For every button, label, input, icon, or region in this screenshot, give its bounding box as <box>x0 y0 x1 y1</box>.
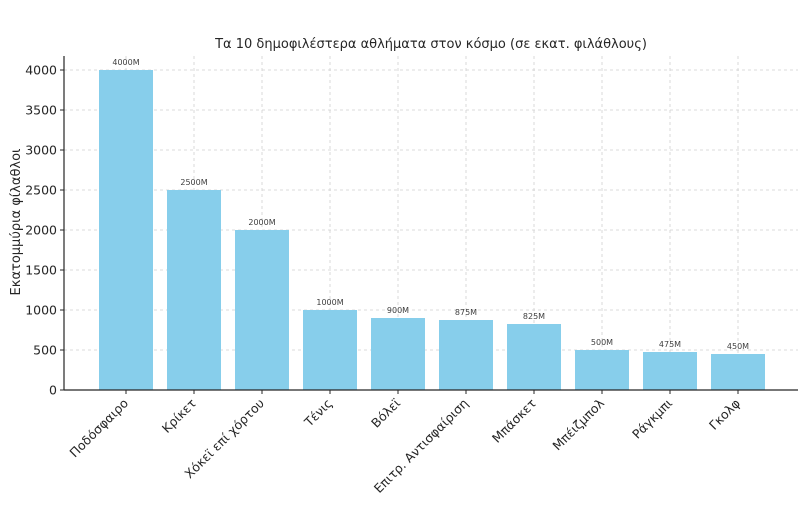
y-tick-label: 1000 <box>25 303 57 318</box>
data-label: 2500M <box>180 178 207 187</box>
data-label: 825M <box>523 312 545 321</box>
y-tick-label: 4000 <box>25 63 57 78</box>
bar <box>371 318 425 390</box>
data-label: 900M <box>387 306 409 315</box>
data-label: 500M <box>591 338 613 347</box>
data-label: 875M <box>455 308 477 317</box>
bars <box>99 70 765 390</box>
x-tick-label: Μπάσκετ <box>489 396 539 446</box>
x-tick-label: Τένις <box>301 396 336 431</box>
data-labels: 4000M 2500M 2000M 1000M 900M 875M 825M 500M 475M… <box>112 58 749 351</box>
x-tick-label: Γκολφ <box>706 396 743 433</box>
x-tick-label: Βόλεϊ <box>368 396 403 431</box>
bar <box>235 230 289 390</box>
y-tick-label: 1500 <box>25 263 57 278</box>
bar <box>711 354 765 390</box>
bar <box>99 70 153 390</box>
axes <box>60 56 798 394</box>
bar <box>507 324 561 390</box>
x-tick-label: Ράγκμπι <box>629 396 675 442</box>
x-tick-label: Μπέιζμπολ <box>549 395 607 453</box>
bar <box>575 350 629 390</box>
data-label: 475M <box>659 340 681 349</box>
y-axis-label: Εκατομμύρια φίλαθλοι <box>9 149 24 296</box>
y-tick-label: 2500 <box>25 183 57 198</box>
data-label: 450M <box>727 342 749 351</box>
bar <box>643 352 697 390</box>
y-tick-label: 0 <box>49 383 57 398</box>
y-tick-labels: 0 500 1000 1500 2000 2500 3000 3500 4000 <box>25 63 57 398</box>
data-label: 4000M <box>112 58 139 67</box>
y-tick-label: 3500 <box>25 103 57 118</box>
chart-title: Τα 10 δημοφιλέστερα αθλήματα στον κόσμο … <box>214 37 647 52</box>
y-tick-label: 3000 <box>25 143 57 158</box>
data-label: 1000M <box>316 298 343 307</box>
data-label: 2000M <box>248 218 275 227</box>
bar <box>167 190 221 390</box>
y-tick-label: 500 <box>33 343 57 358</box>
x-tick-label: Ποδόσφαιρο <box>66 396 131 461</box>
bar <box>303 310 357 390</box>
x-tick-label: Κρίκετ <box>159 396 199 436</box>
y-tick-label: 2000 <box>25 223 57 238</box>
bar <box>439 320 493 390</box>
